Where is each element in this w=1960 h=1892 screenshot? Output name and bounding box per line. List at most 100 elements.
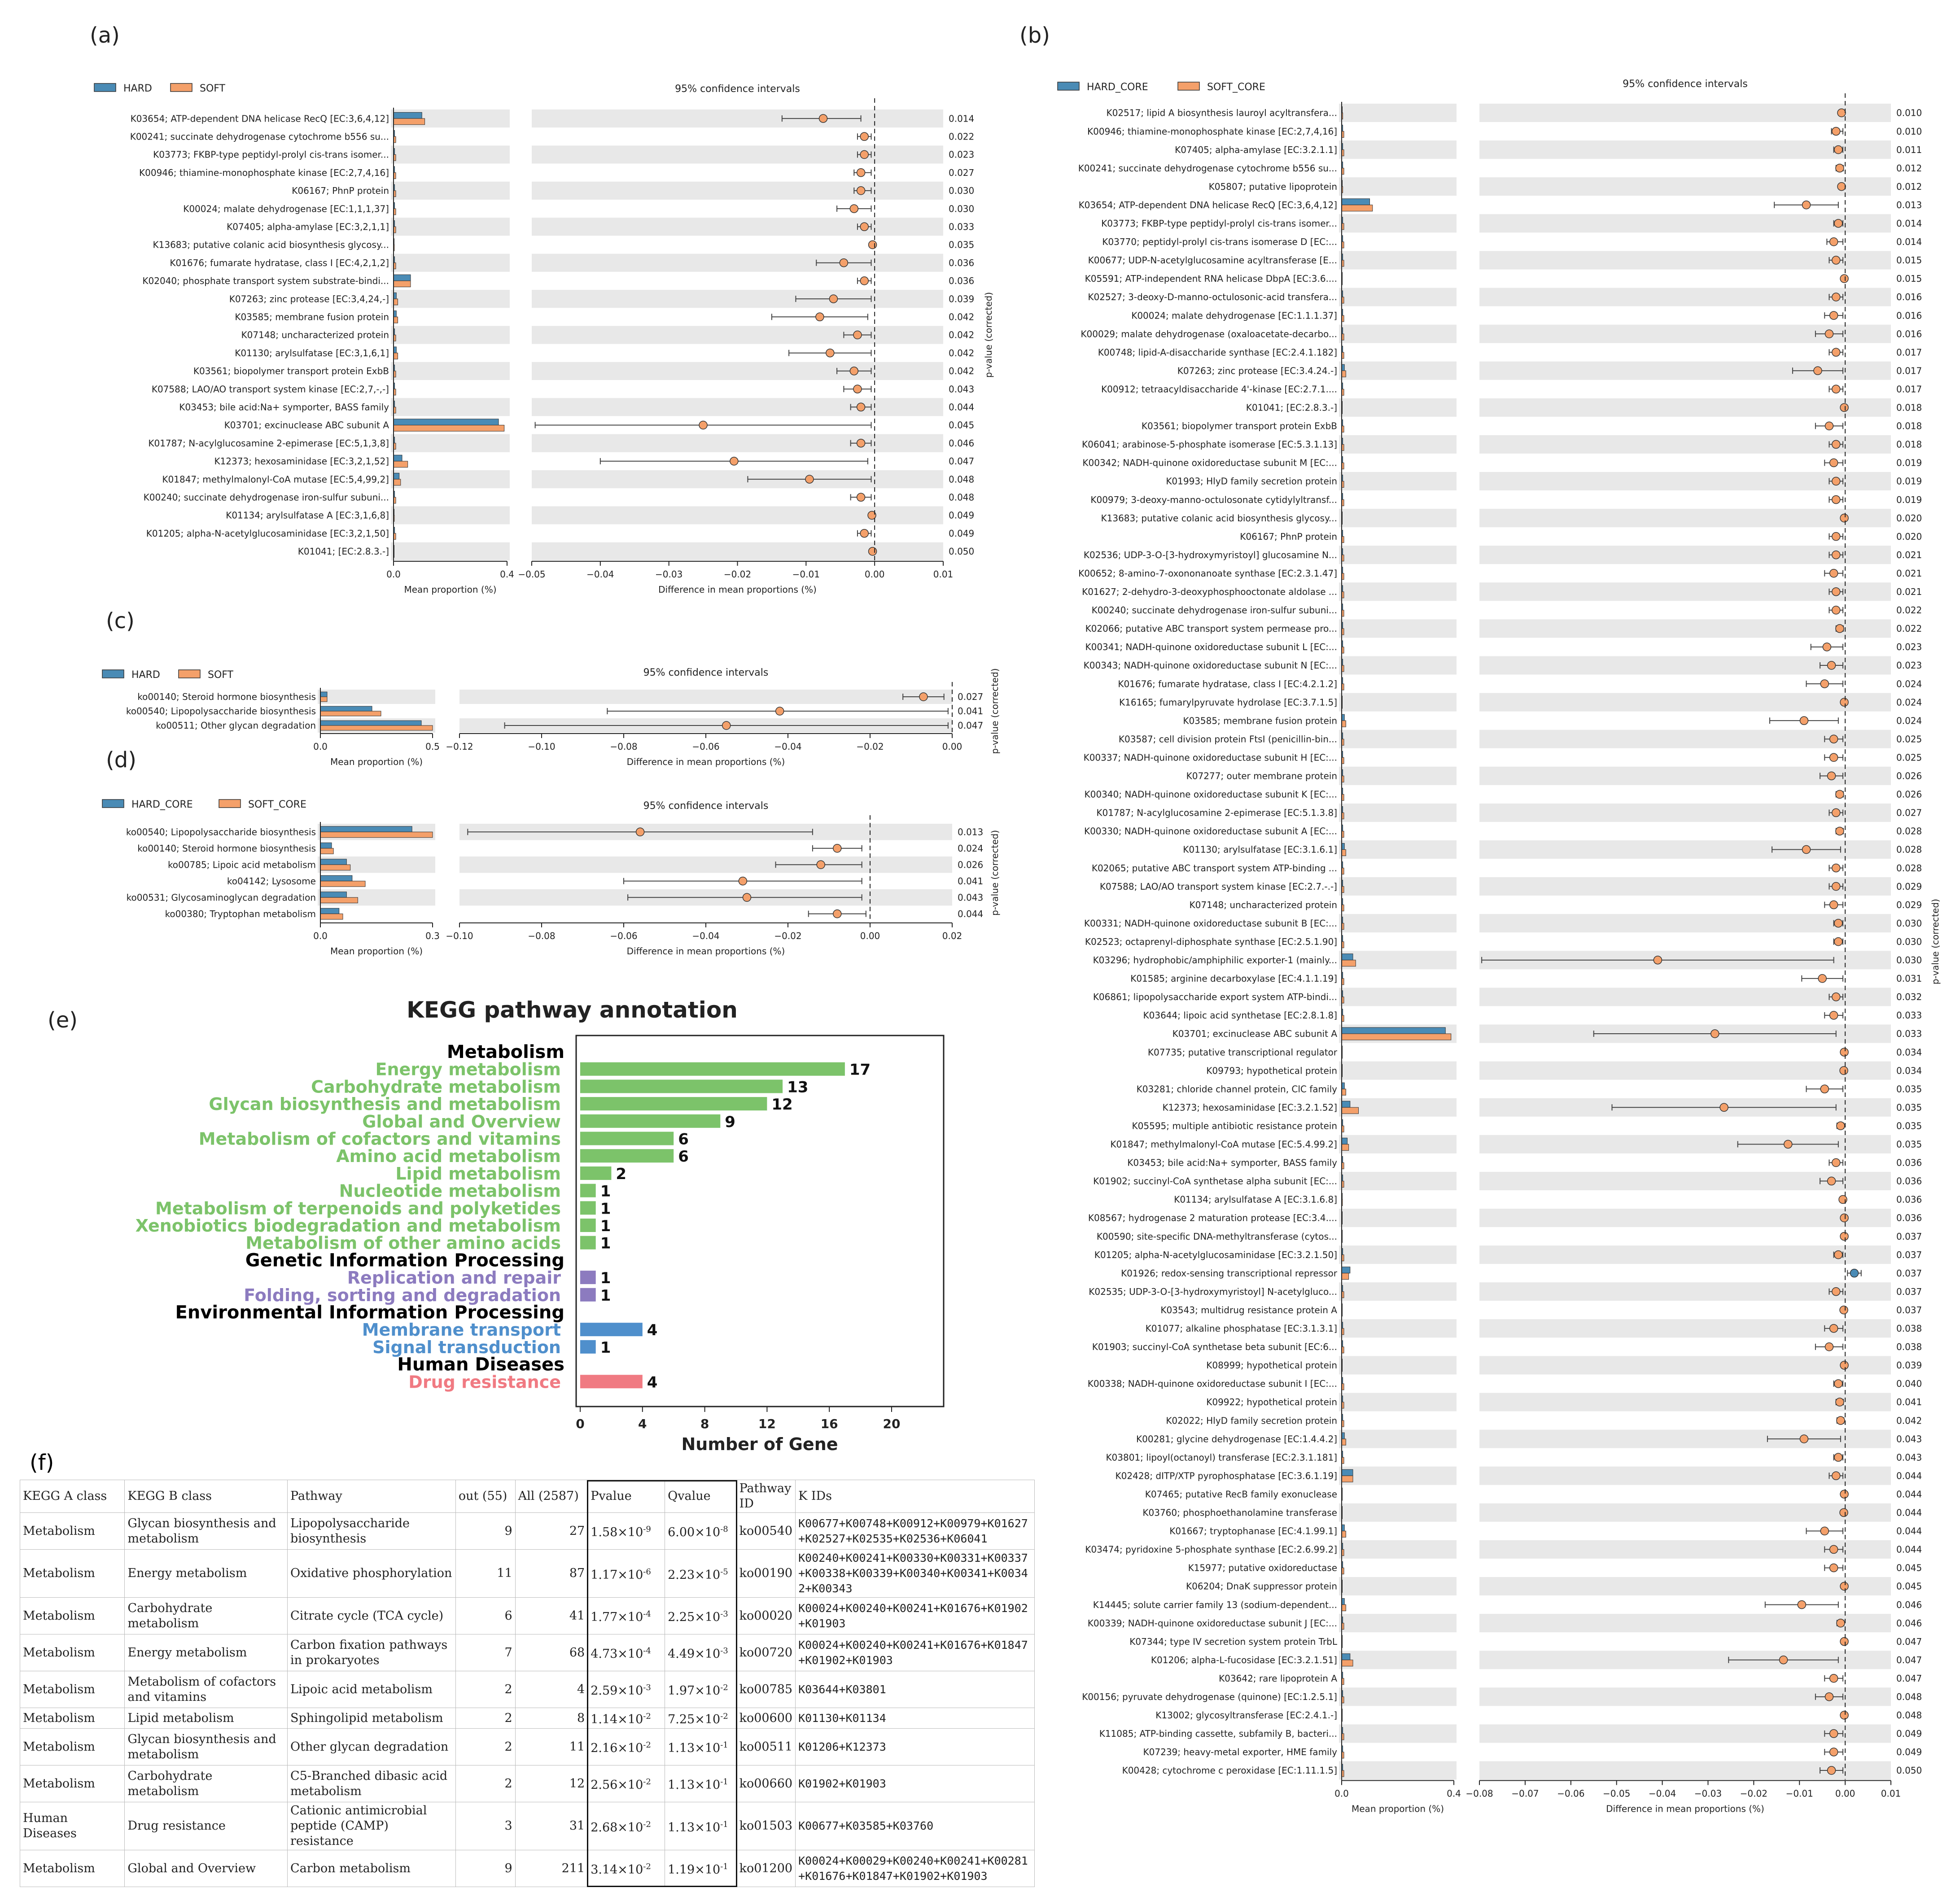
table-row: Metabolism Metabolism of cofactors and vi… bbox=[19, 1671, 1035, 1708]
diff-point bbox=[860, 132, 869, 141]
diff-tick-label: 0.00 bbox=[1835, 1788, 1855, 1799]
feature-label: K03561; biopolymer transport protein Exb… bbox=[193, 366, 389, 376]
feature-label: K00343; NADH-quinone oxidoreductase subu… bbox=[1084, 660, 1337, 671]
mean-band bbox=[1339, 361, 1457, 380]
feature-label: K02517; lipid A biosynthesis lauroyl acy… bbox=[1106, 108, 1337, 118]
mean-band bbox=[1339, 1061, 1457, 1080]
diff-tick-label: −0.05 bbox=[1603, 1788, 1630, 1799]
pvalue-label: 0.023 bbox=[1896, 660, 1922, 671]
diff-tick-label: −0.07 bbox=[1511, 1788, 1539, 1799]
bar-group1 bbox=[1341, 953, 1353, 961]
feature-label: K02527; 3-deoxy-D-manno-octulosonic-acid… bbox=[1088, 292, 1337, 302]
feature-label: K03644; lipoic acid synthetase [EC:2.8.1… bbox=[1143, 1010, 1338, 1021]
panel-label-d: (d) bbox=[106, 747, 136, 773]
mean-band bbox=[1339, 1135, 1457, 1154]
bar-value-label: 1 bbox=[600, 1269, 611, 1287]
cell-qvalue: 2.25×10-3 bbox=[665, 1597, 737, 1634]
diff-point bbox=[849, 367, 859, 376]
diff-point bbox=[1824, 421, 1834, 431]
sci-mantissa: 4.73×10 bbox=[591, 1647, 643, 1661]
pvalue-label: 0.024 bbox=[958, 843, 983, 854]
diff-point bbox=[1840, 1582, 1849, 1591]
pvalue-label: 0.019 bbox=[1896, 476, 1922, 487]
feature-label: K07148; uncharacterized protein bbox=[241, 330, 389, 341]
diff-point bbox=[1835, 624, 1844, 633]
mean-tick-label: 0.3 bbox=[425, 931, 440, 941]
feature-label: K00338; NADH-quinone oxidoreductase subu… bbox=[1088, 1378, 1337, 1389]
feature-label: K00337; NADH-quinone oxidoreductase subu… bbox=[1084, 752, 1337, 763]
cell-kegg-b-class: Metabolism of cofactors and vitamins bbox=[124, 1671, 288, 1708]
diff-band bbox=[459, 690, 952, 704]
pvalue-label: 0.033 bbox=[949, 222, 974, 232]
legend-label-group1: HARD_CORE bbox=[1087, 82, 1148, 93]
feature-label: K07588; LAO/AO transport system kinase [… bbox=[1100, 881, 1337, 892]
bar-group2 bbox=[320, 913, 343, 920]
cell-k-ids: K00024+K00240+K00241+K01676+K01902+K0190… bbox=[795, 1597, 1035, 1634]
bar-value-label: 6 bbox=[678, 1131, 689, 1149]
diff-point bbox=[816, 860, 825, 869]
bar-group2 bbox=[1341, 1530, 1346, 1538]
pvalue-label: 0.035 bbox=[949, 240, 974, 250]
cell-pathway: Lipoic acid metabolism bbox=[287, 1671, 456, 1708]
sci-mantissa: 1.14×10 bbox=[591, 1713, 643, 1726]
pvalue-label: 0.022 bbox=[1896, 623, 1922, 634]
diff-point bbox=[775, 707, 784, 716]
mean-band bbox=[1339, 803, 1457, 822]
cell-pathway-id: ko00720 bbox=[736, 1634, 796, 1671]
feature-label: K02536; UDP-3-O-[3-hydroxymyristoyl] glu… bbox=[1084, 550, 1337, 560]
feature-label: K07735; putative transcriptional regulat… bbox=[1148, 1047, 1338, 1057]
sci-exponent: -2 bbox=[720, 1683, 728, 1692]
pvalue-label: 0.049 bbox=[1896, 1747, 1922, 1757]
diff-point bbox=[1829, 1674, 1838, 1683]
bar bbox=[580, 1236, 596, 1250]
mean-band bbox=[391, 290, 510, 308]
feature-label: K00428; cytochrome c peroxidase [EC:1.11… bbox=[1122, 1765, 1337, 1776]
diff-point bbox=[1840, 1490, 1849, 1499]
cell-all: 31 bbox=[515, 1802, 588, 1850]
feature-label: K03654; ATP-dependent DNA helicase RecQ … bbox=[1079, 200, 1337, 210]
table-row: Metabolism Energy metabolism Oxidative pho… bbox=[19, 1549, 1035, 1598]
pvalue-label: 0.045 bbox=[1896, 1581, 1922, 1592]
cell-pvalue: 3.14×10-2 bbox=[587, 1850, 665, 1887]
diff-point bbox=[738, 877, 748, 886]
x-tick-label: 12 bbox=[758, 1416, 776, 1431]
mean-band bbox=[391, 145, 510, 164]
mean-band bbox=[1339, 1466, 1457, 1485]
diff-point bbox=[1831, 550, 1841, 559]
pvalue-label: 0.034 bbox=[1896, 1047, 1922, 1057]
column-header: KEGG A class bbox=[19, 1480, 125, 1513]
cell-qvalue: 2.23×10-5 bbox=[665, 1549, 737, 1598]
pvalue-label: 0.031 bbox=[1896, 973, 1922, 984]
feature-label: K02040; phosphate transport system subst… bbox=[142, 275, 389, 286]
cell-k-ids: K00240+K00241+K00330+K00331+K00337+K0033… bbox=[795, 1549, 1035, 1598]
pvalue-label: 0.015 bbox=[1896, 255, 1922, 266]
diff-point bbox=[1835, 790, 1844, 799]
bar-group2 bbox=[1341, 960, 1356, 967]
diff-point bbox=[1836, 1121, 1845, 1131]
feature-label: K14445; solute carrier family 13 (sodium… bbox=[1093, 1599, 1337, 1610]
feature-label: K01134; arylsulfatase A [EC:3.1.6.8] bbox=[1174, 1194, 1337, 1205]
pvalue-label: 0.048 bbox=[1896, 1710, 1922, 1721]
feature-label: K00240; succinate dehydrogenase iron-sul… bbox=[144, 492, 389, 503]
diff-band bbox=[1479, 1282, 1891, 1301]
pvalue-label: 0.028 bbox=[1896, 863, 1922, 874]
diff-point bbox=[1839, 1508, 1848, 1517]
diff-band bbox=[1479, 582, 1891, 601]
feature-label: K00331; NADH-quinone oxidoreductase subu… bbox=[1084, 918, 1337, 929]
diff-point bbox=[1802, 845, 1811, 854]
column-header: out (55) bbox=[455, 1480, 516, 1513]
bar-group1 bbox=[320, 691, 328, 697]
diff-point bbox=[1831, 1158, 1841, 1167]
x-axis-title: Number of Gene bbox=[681, 1434, 838, 1454]
cell-qvalue: 1.97×10-2 bbox=[665, 1671, 737, 1708]
diff-point bbox=[1829, 569, 1838, 578]
sci-exponent: -2 bbox=[643, 1712, 651, 1721]
mean-band bbox=[1339, 177, 1457, 196]
diff-tick-label: −0.06 bbox=[610, 931, 637, 941]
cell-kegg-a-class: Metabolism bbox=[19, 1512, 125, 1550]
diff-point bbox=[1839, 1306, 1848, 1315]
pvalue-label: 0.026 bbox=[958, 859, 983, 870]
pvalue-label: 0.021 bbox=[1896, 586, 1922, 597]
cell-k-ids: K01130+K01134 bbox=[795, 1708, 1035, 1729]
mean-axis-title: Mean proportion (%) bbox=[404, 584, 497, 595]
